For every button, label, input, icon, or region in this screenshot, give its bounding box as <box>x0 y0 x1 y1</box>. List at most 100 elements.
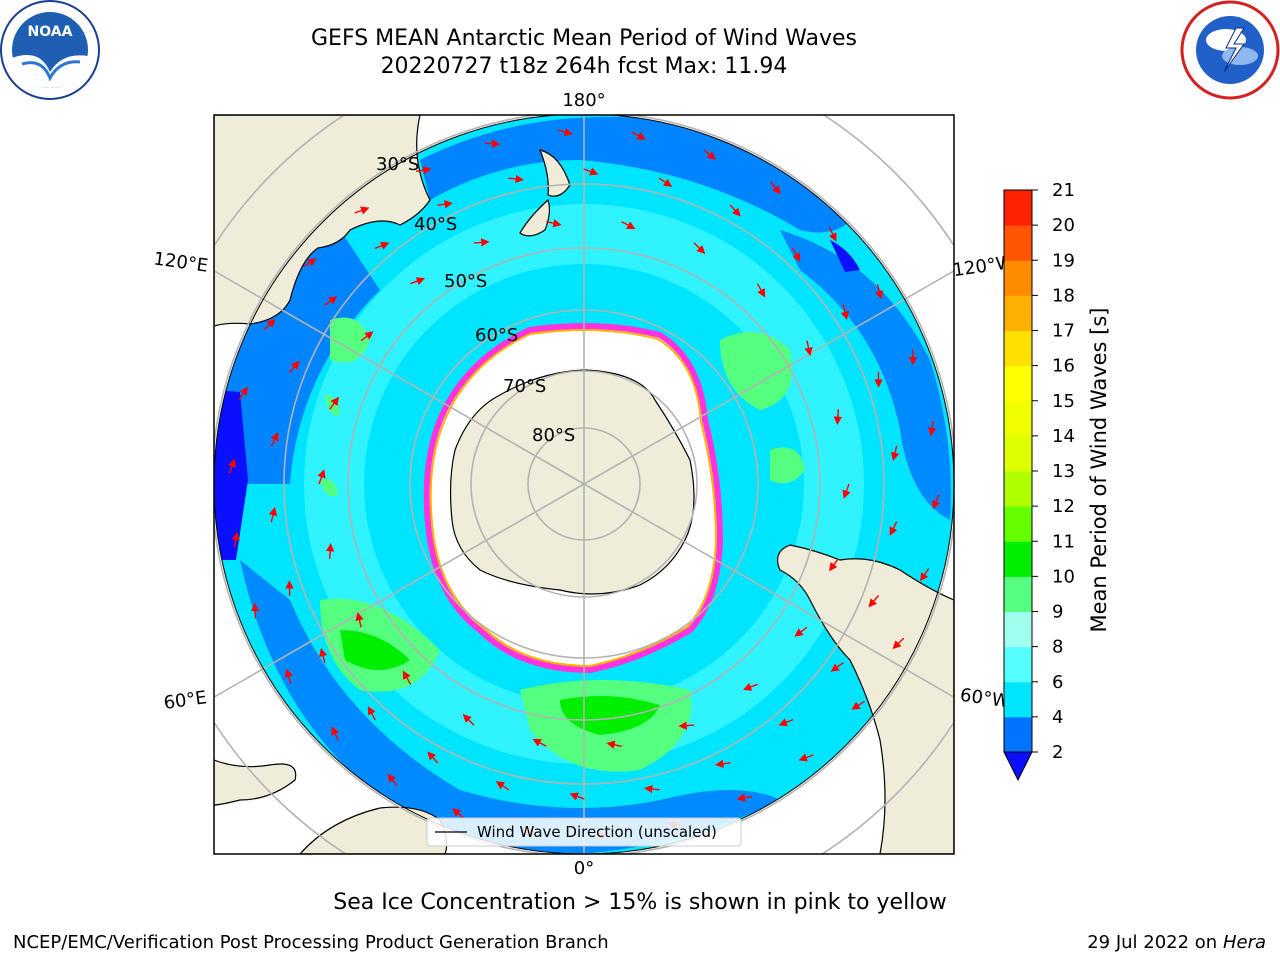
colorbar: 2 4 6 8 9 10 11 12 13 14 15 16 17 18 19 20 21 <box>1003 180 1075 782</box>
wind-wave-arrow <box>495 781 510 791</box>
colorbar-segment <box>1004 716 1032 753</box>
map-subtitle: 20220727 t18z 264h fcst Max: 11.94 <box>380 54 788 79</box>
colorbar-segment <box>1004 541 1032 577</box>
wind-wave-arrow <box>367 706 376 721</box>
wind-wave-arrow <box>284 668 293 684</box>
colorbar-segment <box>1004 506 1032 542</box>
lat-label-30s: 30°S <box>376 154 419 175</box>
colorbar-segment <box>1004 260 1032 296</box>
wind-wave-arrow <box>270 432 279 447</box>
colorbar-label: Mean Period of Wind Waves [s] <box>1087 308 1111 633</box>
wind-wave-arrow <box>354 206 370 215</box>
lon-label-bottom: 0° <box>574 858 594 879</box>
wind-wave-arrow <box>842 483 851 499</box>
wind-wave-arrow <box>830 662 844 672</box>
wind-wave-arrow <box>678 721 695 730</box>
colorbar-segment <box>1004 435 1032 472</box>
wind-wave-arrow <box>250 602 260 619</box>
wind-wave-arrow <box>908 349 918 366</box>
wind-wave-arrow <box>828 227 837 242</box>
footer-date-text: 29 Jul 2022 on <box>1087 932 1223 953</box>
sea-ice-edge <box>423 323 724 674</box>
wind-wave-arrow <box>437 200 453 209</box>
wind-wave-arrow <box>462 714 475 726</box>
colorbar-segment <box>1004 471 1032 507</box>
wind-wave-arrow <box>798 753 814 762</box>
colorbar-tick-label: 12 <box>1052 496 1075 517</box>
wind-wave-arrow <box>546 219 562 228</box>
lat-label-60s: 60°S <box>475 325 518 346</box>
lon-label-upper-left: 120°E <box>152 248 209 276</box>
wind-wave-arrow <box>889 521 898 536</box>
footer-host: Hera <box>1222 932 1266 953</box>
wind-wave-arrow <box>778 718 794 727</box>
wind-wave-arrow <box>736 793 753 802</box>
wind-wave-arrow <box>729 204 741 217</box>
wind-wave-arrow <box>890 445 900 462</box>
colorbar-segment <box>1004 576 1032 612</box>
colorbar-segment <box>1004 365 1032 402</box>
wind-wave-arrow <box>658 177 673 187</box>
wind-wave-arrow <box>263 318 276 331</box>
colorbar-tick-label: 2 <box>1052 742 1063 763</box>
colorbar-tick-label: 17 <box>1052 321 1075 342</box>
lon-label-top: 180° <box>562 90 605 111</box>
footer-credit: NCEP/EMC/Verification Post Processing Pr… <box>13 932 609 953</box>
wind-wave-arrow <box>840 304 849 321</box>
wind-wave-arrow <box>804 340 813 357</box>
map-legend: Wind Wave Direction (unscaled) <box>426 817 742 847</box>
wind-wave-arrow <box>892 637 905 650</box>
colorbar-segment <box>1004 646 1032 683</box>
wind-wave-arrow <box>427 751 439 764</box>
wind-wave-arrow <box>228 458 236 474</box>
colorbar-tick-label: 15 <box>1052 391 1075 412</box>
wind-wave-arrow <box>875 284 884 300</box>
colorbar-segment <box>1004 400 1032 437</box>
wind-wave-arrow <box>927 420 937 437</box>
wind-wave-arrow <box>583 167 599 176</box>
colorbar-tick-label: 16 <box>1052 356 1075 377</box>
wind-wave-arrow <box>756 283 766 298</box>
wind-wave-arrow <box>402 670 412 685</box>
wind-wave-arrow <box>532 738 547 747</box>
map-title: GEFS MEAN Antarctic Mean Period of Wind … <box>311 26 857 51</box>
wind-wave-arrow <box>868 595 880 608</box>
wind-wave-arrow <box>631 131 646 140</box>
lat-label-50s: 50°S <box>444 271 487 292</box>
wind-wave-arrow <box>415 166 432 175</box>
wind-wave-arrow <box>606 740 622 749</box>
wind-wave-arrow <box>355 611 364 628</box>
colorbar-tick-label: 6 <box>1052 672 1063 693</box>
wind-wave-arrow <box>452 808 465 819</box>
colorbar-tick-label: 13 <box>1052 461 1075 482</box>
wind-wave-arrow <box>792 247 801 262</box>
colorbar-tick-label: 4 <box>1052 707 1063 728</box>
lat-label-80s: 80°S <box>532 425 575 446</box>
colorbar-under-extension <box>1003 751 1033 782</box>
colorbar-tick-label: 11 <box>1052 531 1075 552</box>
colorbar-segment <box>1004 611 1032 648</box>
map-frame-border <box>213 114 955 855</box>
lat-label-40s: 40°S <box>414 214 457 235</box>
wind-wave-arrow <box>331 726 340 741</box>
wind-wave-arrow <box>715 759 731 768</box>
colorbar-tick-label: 18 <box>1052 285 1075 306</box>
wind-wave-arrow <box>324 296 338 306</box>
colorbar-segment <box>1004 330 1032 367</box>
colorbar-segment <box>1004 681 1032 718</box>
wind-wave-arrow <box>794 626 808 637</box>
lon-label-lower-right: 60°W <box>959 685 1011 713</box>
wind-wave-arrow <box>238 386 248 400</box>
colorbar-segment <box>1004 225 1032 261</box>
wind-wave-arrow <box>268 506 278 523</box>
nws-logo <box>1180 0 1280 100</box>
lon-label-lower-left: 60°E <box>162 687 208 714</box>
wind-wave-arrow <box>473 238 490 247</box>
wind-wave-arrow <box>693 242 706 254</box>
wind-wave-arrow <box>932 494 940 510</box>
colorbar-tick-label: 20 <box>1052 215 1075 236</box>
colorbar-tick-label: 8 <box>1052 637 1063 658</box>
wind-wave-arrow <box>508 174 524 184</box>
wind-wave-arrow <box>833 409 843 425</box>
